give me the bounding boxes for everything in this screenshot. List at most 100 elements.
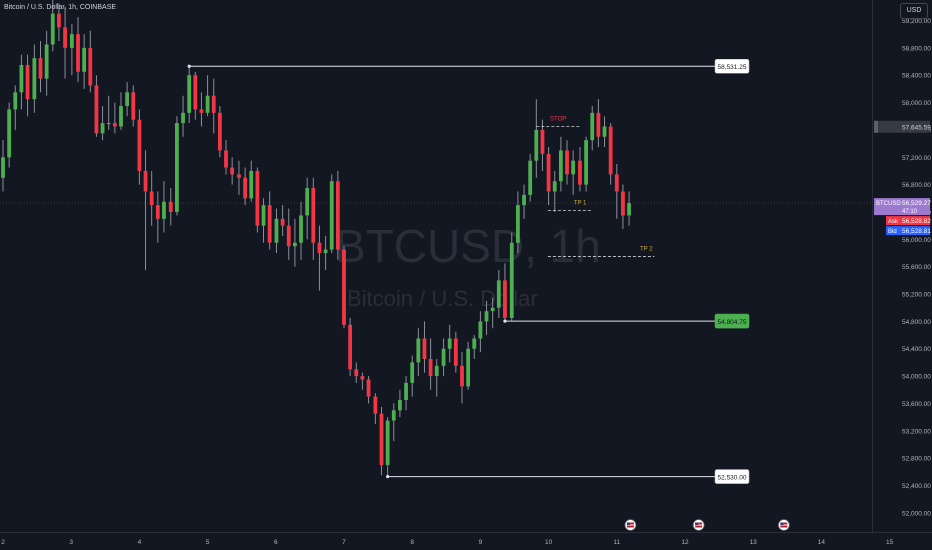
line-label-box [714, 313, 750, 329]
candle [522, 184, 526, 219]
candle [267, 191, 272, 250]
flag-canton [695, 522, 699, 525]
candle [590, 105, 595, 151]
time-tick-label: 9 [479, 539, 483, 546]
candle [217, 105, 222, 158]
candle [149, 170, 154, 226]
candle-body [578, 160, 582, 185]
candle-body [627, 203, 631, 216]
candle [100, 105, 105, 141]
line-label: 54,804.75 [718, 319, 747, 326]
candle-body [522, 194, 526, 206]
candle-body [100, 123, 105, 134]
candle [255, 167, 260, 233]
candle-body [596, 112, 601, 137]
candle-body [131, 92, 136, 120]
candle [261, 198, 266, 243]
candle-body [478, 321, 483, 339]
candle-body [496, 280, 501, 308]
candle [280, 205, 285, 236]
price-tick-label: 56,000.00 [902, 237, 931, 244]
countdown: 47:10 [902, 209, 918, 215]
candle [366, 376, 371, 404]
time-tick-label: 5 [206, 539, 210, 546]
candle-body [94, 85, 99, 134]
candle-body [181, 112, 185, 124]
candle [317, 225, 322, 291]
flag-us-icon[interactable] [777, 519, 790, 531]
candle-body [441, 348, 446, 366]
candle [69, 23, 74, 76]
candle [243, 167, 248, 206]
ask-label: Ask [888, 219, 899, 225]
candle-body [602, 126, 607, 137]
candle [211, 78, 216, 134]
candle [385, 417, 390, 477]
candle-body [404, 382, 408, 401]
candle [534, 99, 539, 178]
candle-body [434, 365, 439, 377]
candle [7, 102, 12, 168]
candle [50, 0, 55, 52]
line-anchor [187, 64, 191, 68]
candle-body [354, 369, 359, 377]
candle-body [217, 112, 222, 151]
time-axis: 2 3 4 5 6 7 8 9 10 11 12 13 14 15 [0, 532, 932, 546]
candle-body [50, 13, 55, 45]
watermark-ticker: BTCUSD, 1h [335, 220, 601, 272]
candle-body [280, 218, 285, 226]
candle-body [621, 191, 625, 216]
candle [422, 321, 427, 373]
candle-body [224, 150, 228, 168]
candle-body [516, 205, 520, 243]
currency-button[interactable]: USD [900, 3, 928, 19]
candle-body [57, 13, 61, 28]
candle-body [385, 420, 390, 465]
price-tick-label: 52,000.00 [902, 510, 931, 517]
current-price-box [874, 198, 930, 216]
candle [32, 44, 37, 113]
price-tick-label: 52,800.00 [902, 456, 931, 463]
candle-body [323, 249, 328, 254]
candle [460, 352, 464, 404]
price-tick-label: 55,200.00 [902, 292, 931, 299]
candle-body [44, 44, 49, 79]
watermark-name: Bitcoin / U.S. Dollar [347, 286, 538, 311]
candle-body [32, 58, 37, 100]
candle [540, 119, 545, 171]
flag-canton [626, 522, 630, 525]
candle [441, 338, 446, 377]
candle-body [416, 338, 421, 363]
candle [286, 208, 291, 260]
candle-body [125, 92, 130, 106]
candle-body [255, 170, 260, 226]
candle [373, 393, 378, 424]
candle-body [119, 105, 123, 127]
candle-body [274, 218, 279, 243]
candle-body [447, 338, 452, 349]
candle-body [422, 338, 427, 359]
flag-us-icon[interactable] [624, 519, 637, 531]
candle [305, 177, 310, 240]
candle-body [466, 348, 471, 387]
candle [311, 177, 316, 260]
candle [205, 75, 210, 117]
annotations: 58,531.25 54,804.75 52,530.00 [187, 58, 750, 484]
candle [274, 208, 279, 254]
candle-body [25, 64, 30, 100]
candle [237, 160, 241, 195]
candle [143, 150, 148, 271]
candle-body [106, 123, 111, 125]
candle [379, 406, 384, 476]
candle-body [168, 201, 173, 212]
flag-us-icon[interactable] [692, 519, 705, 531]
flag-stripe [695, 524, 703, 526]
candle [131, 85, 136, 127]
candles [1, 0, 631, 477]
candle-body [317, 242, 322, 254]
candle [106, 95, 111, 130]
candle [63, 6, 67, 79]
candle [528, 153, 533, 202]
